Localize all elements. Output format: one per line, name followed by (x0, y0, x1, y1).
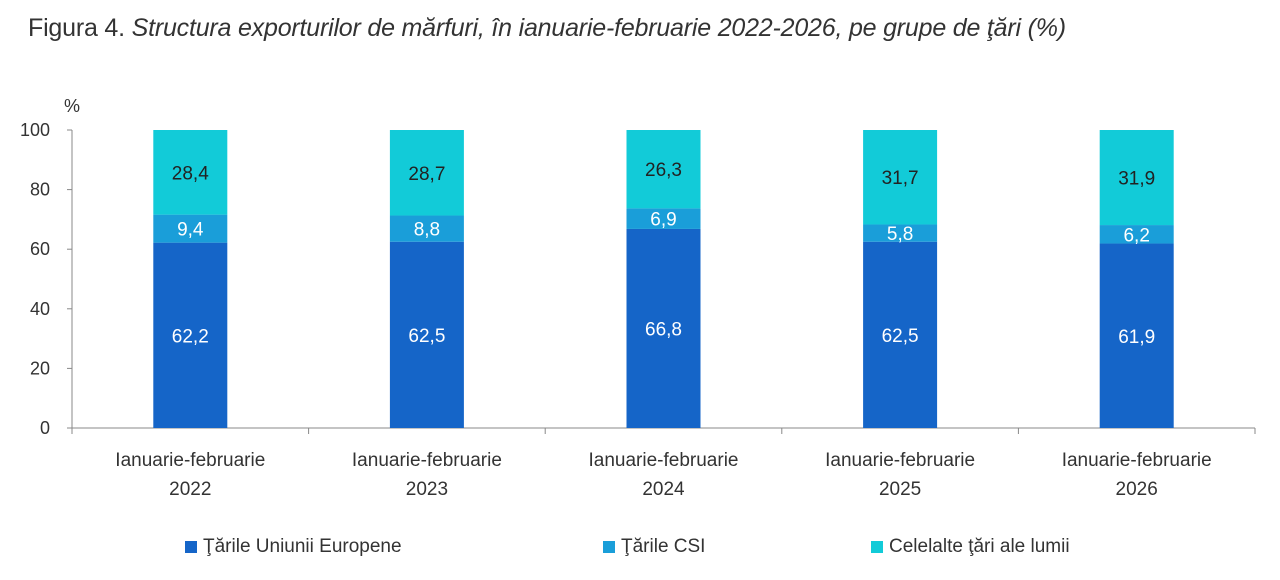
y-tick-label: 20 (30, 358, 50, 378)
bar-segment (153, 242, 228, 428)
data-label: 61,9 (1118, 327, 1155, 348)
figure-unit: (%) (1027, 14, 1066, 42)
bar-segment (153, 130, 228, 215)
x-tick-label: Ianuarie-februarie (825, 450, 975, 471)
bar-segment (626, 208, 701, 229)
data-label: 28,7 (408, 164, 445, 185)
x-tick-label: 2022 (169, 479, 211, 500)
bar-segment (153, 214, 228, 243)
bar-segment (863, 130, 938, 225)
chart-legend: Ţările Uniunii Europene Ţările CSI Celelal… (0, 536, 1280, 562)
data-label: 62,5 (882, 326, 919, 347)
legend-label: Ţările Uniunii Europene (203, 536, 402, 557)
data-label: 31,7 (882, 168, 919, 189)
data-label: 62,5 (408, 326, 445, 347)
bar-segment (389, 241, 464, 428)
bar-segment (863, 224, 938, 242)
data-label: 5,8 (887, 224, 913, 245)
legend-item: Ţările CSI (603, 536, 705, 558)
bar-segment (389, 215, 464, 242)
y-tick-label: 0 (40, 418, 50, 438)
x-tick-label: 2024 (642, 479, 685, 500)
bar-segment (389, 130, 464, 216)
y-tick-label: 100 (20, 120, 50, 140)
x-tick-label: Ianuarie-februarie (589, 450, 739, 471)
stacked-bar-chart: % 0 20 40 60 80 100 62,2 9,4 28,4 Ianuarie-februar… (20, 96, 1256, 500)
y-axis-label: % (64, 96, 80, 116)
data-label: 8,8 (414, 220, 440, 241)
legend-swatch (185, 541, 197, 553)
figure-title: Structura exporturilor de mărfuri, în ia… (131, 14, 1021, 42)
x-tick-label: 2023 (406, 479, 448, 500)
legend-item: Ţările Uniunii Europene (185, 536, 402, 558)
figure-prefix: Figura 4. (28, 14, 125, 42)
bar-segment (626, 228, 701, 428)
bar-segment (1099, 225, 1174, 244)
data-label: 31,9 (1118, 169, 1155, 190)
bar-segment (1099, 243, 1174, 428)
x-tick-label: Ianuarie-februarie (115, 450, 265, 471)
legend-item: Celelalte ţări ale lumii (871, 536, 1070, 558)
legend-swatch (871, 541, 883, 553)
legend-label: Celelalte ţări ale lumii (889, 536, 1070, 557)
bar-segment (1099, 130, 1174, 226)
data-label: 6,9 (650, 210, 676, 231)
data-label: 62,2 (172, 326, 209, 347)
data-label: 28,4 (172, 163, 209, 184)
data-label: 9,4 (177, 220, 204, 241)
x-tick-label: 2026 (1116, 479, 1158, 500)
bar-segment (863, 241, 938, 428)
data-label: 6,2 (1123, 225, 1149, 246)
data-label: 66,8 (645, 319, 682, 340)
bar-segment (626, 130, 701, 209)
chart-title: Figura 4. Structura exporturilor de mărf… (28, 14, 1066, 43)
x-tick-label: Ianuarie-februarie (1062, 450, 1212, 471)
x-tick-label: 2025 (879, 479, 921, 500)
y-tick-label: 40 (30, 299, 50, 319)
legend-swatch (603, 541, 615, 553)
legend-label: Ţările CSI (621, 536, 706, 557)
y-tick-label: 60 (30, 239, 50, 259)
y-tick-label: 80 (30, 180, 50, 200)
data-label: 26,3 (645, 160, 682, 181)
x-tick-label: Ianuarie-februarie (352, 450, 502, 471)
